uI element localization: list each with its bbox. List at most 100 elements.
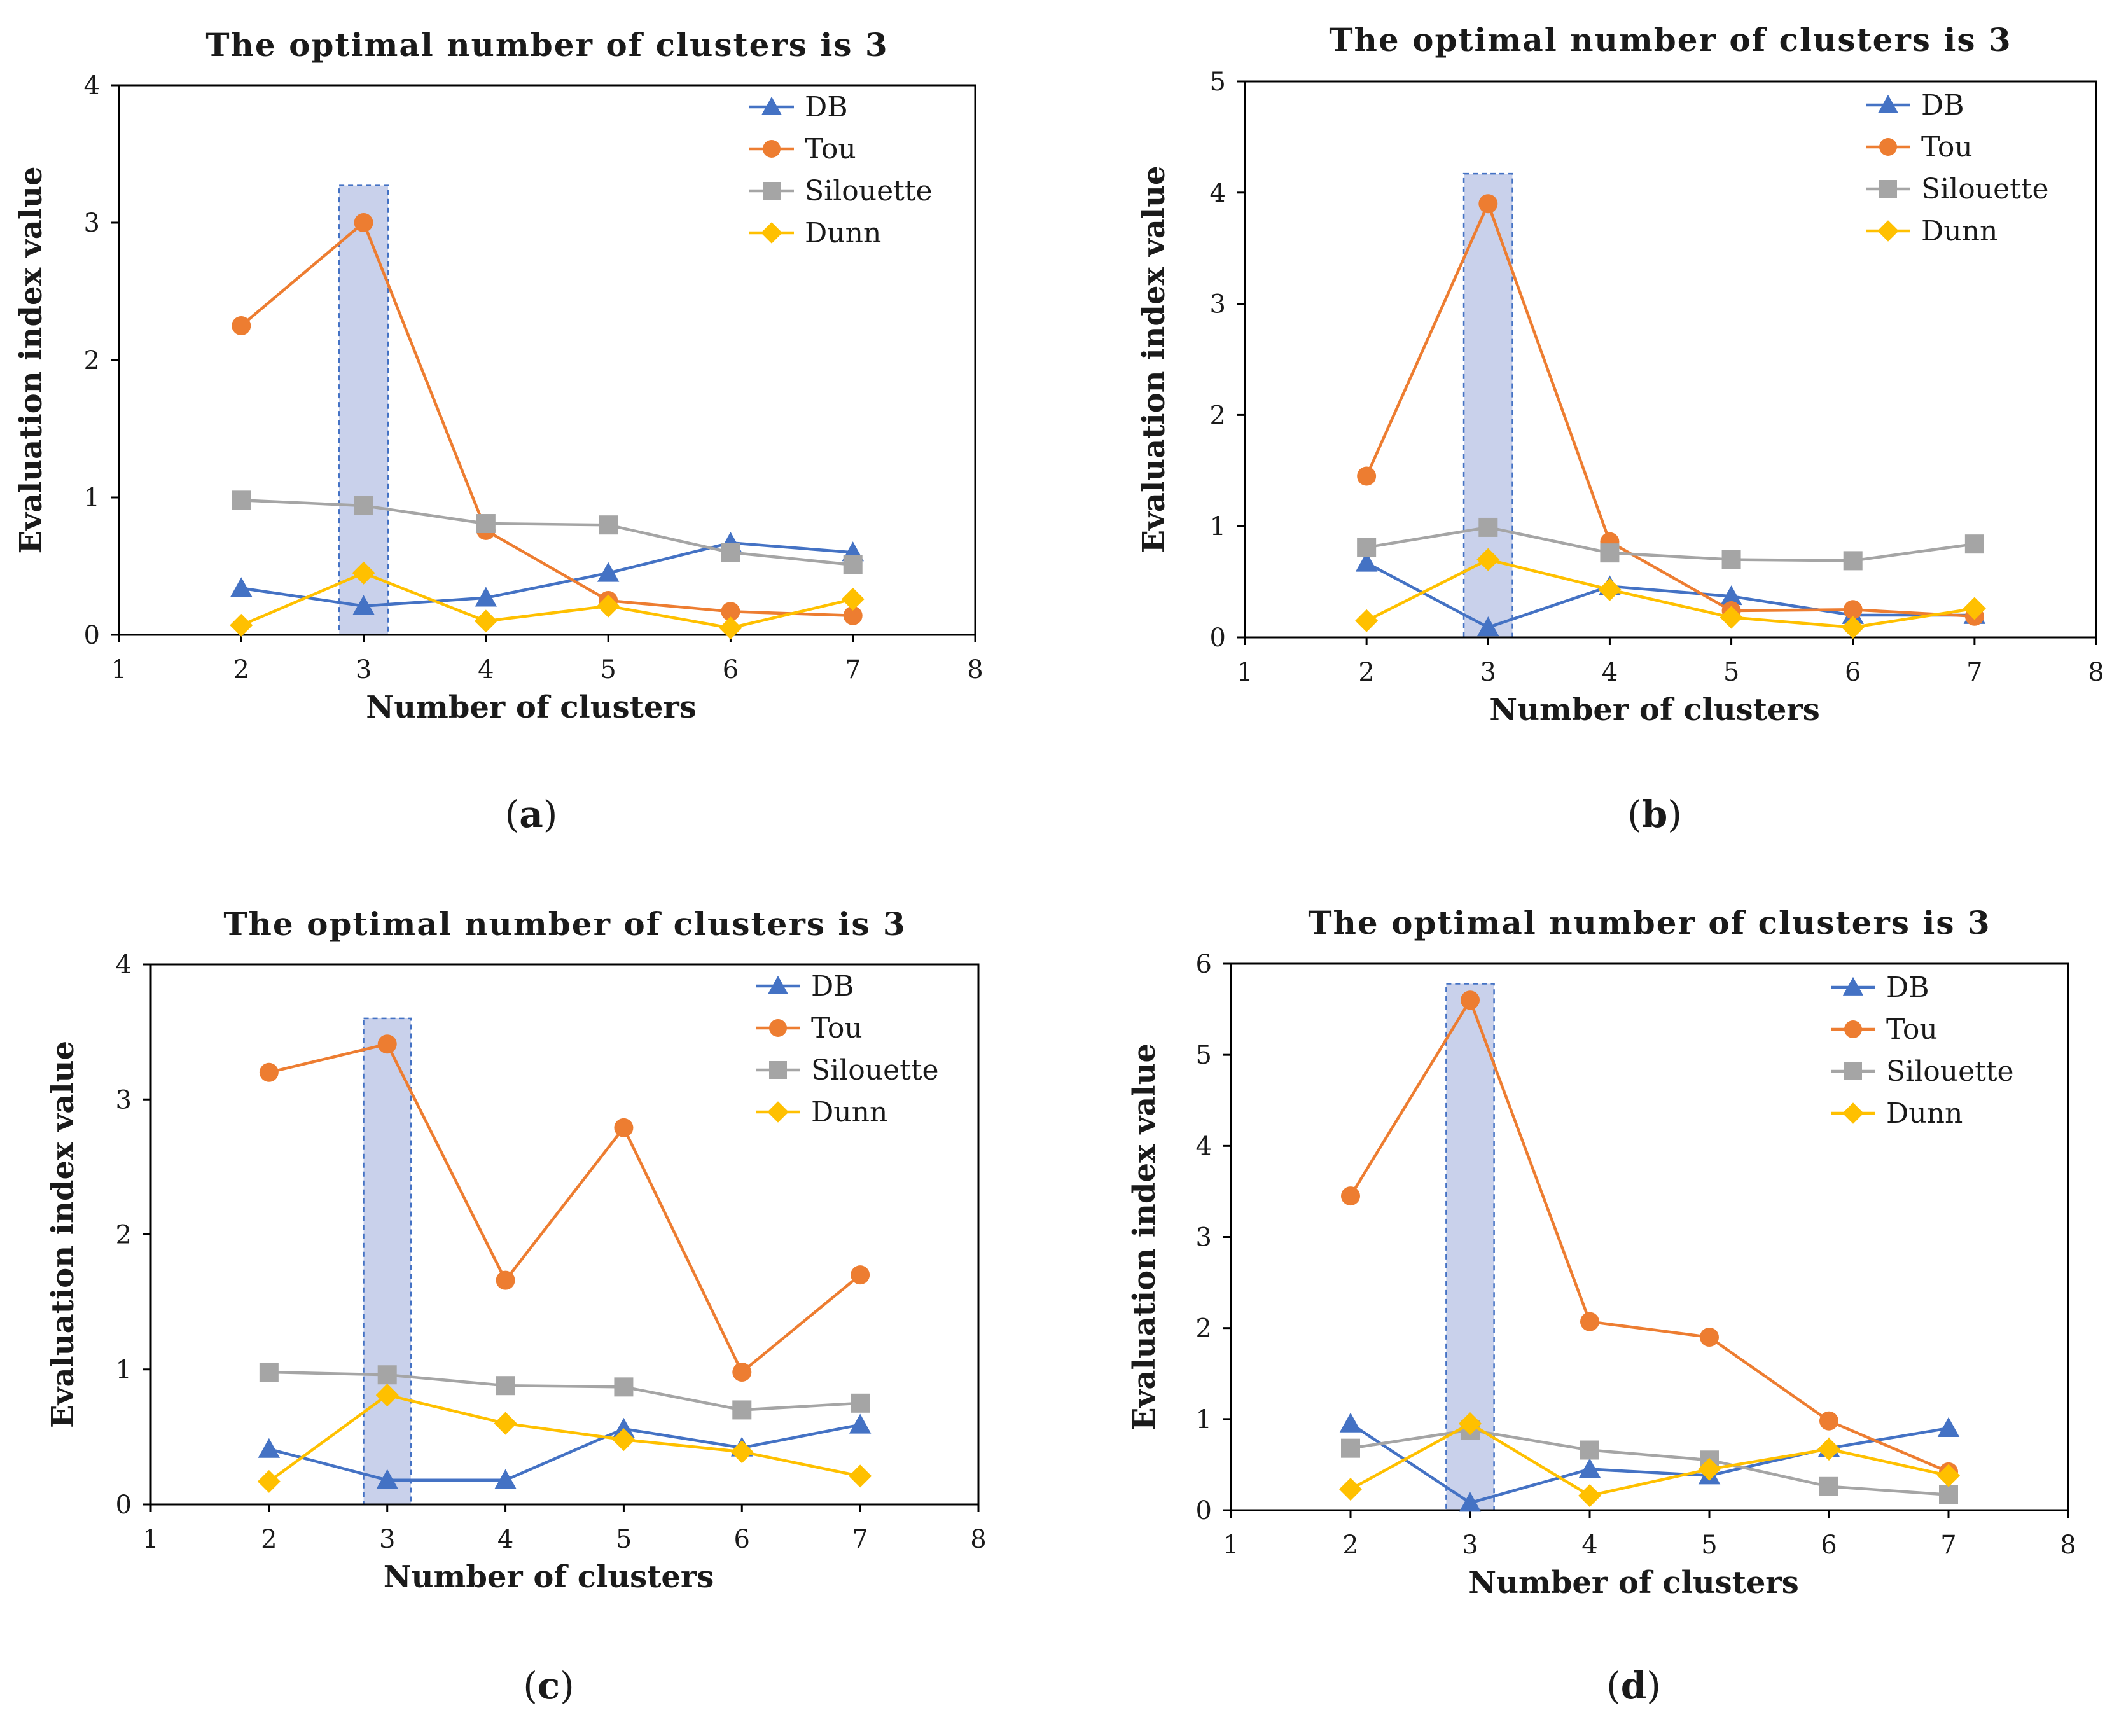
series-line (1366, 525, 1975, 562)
y-tick-label: 3 (84, 209, 100, 238)
legend-label: Silouette (805, 175, 933, 207)
series-db (258, 1413, 872, 1489)
data-point (1580, 1440, 1599, 1460)
x-tick-label: 4 (1602, 658, 1618, 687)
x-axis-label: Number of clusters (366, 690, 696, 725)
data-point (599, 515, 618, 535)
x-axis-label: Number of clusters (1468, 1565, 1798, 1601)
y-tick-label: 1 (1210, 512, 1226, 541)
legend-marker (1877, 94, 1899, 113)
x-tick-label: 2 (1358, 658, 1374, 687)
legend-marker (1844, 1020, 1862, 1038)
series-db (1355, 552, 1986, 637)
data-point (476, 514, 496, 534)
legend-label: Dunn (1886, 1097, 1963, 1130)
x-tick-label: 8 (970, 1525, 986, 1554)
series-silouette (232, 490, 863, 574)
data-point (1937, 1464, 1960, 1487)
data-point (719, 616, 742, 640)
x-axis-label: Number of clusters (1489, 692, 1819, 728)
y-axis-label: Evaluation index value (1127, 1043, 1162, 1431)
y-tick-label: 0 (1196, 1496, 1212, 1525)
data-point (849, 1464, 872, 1488)
data-point (496, 1270, 515, 1290)
y-tick-label: 1 (116, 1356, 132, 1385)
legend-label: Silouette (1886, 1055, 2014, 1088)
x-tick-label: 1 (1237, 658, 1253, 687)
data-point (1841, 616, 1865, 639)
panel-label: (b) (1627, 793, 1682, 836)
x-tick-label: 4 (1581, 1531, 1597, 1560)
x-tick-label: 7 (845, 655, 861, 684)
data-point (851, 1393, 870, 1413)
panel-letter: a (519, 793, 543, 836)
x-tick-label: 1 (142, 1525, 158, 1554)
y-tick-label: 4 (1210, 179, 1226, 208)
legend: DB Tou Silouette Dunn (749, 91, 933, 249)
data-point (851, 1265, 870, 1285)
x-axis-label: Number of clusters (384, 1559, 714, 1595)
legend-label: DB (805, 91, 848, 123)
x-tick-label: 4 (497, 1525, 513, 1554)
data-point (230, 577, 253, 597)
y-tick-label: 4 (84, 71, 100, 101)
legend-marker (1842, 976, 1864, 996)
data-point (1698, 1457, 1721, 1481)
series-silouette (259, 1362, 870, 1420)
data-point (1578, 1484, 1601, 1508)
legend-marker (1844, 1062, 1862, 1080)
y-tick-label: 2 (116, 1221, 132, 1250)
legend-marker (763, 140, 781, 158)
series-line (240, 571, 854, 630)
x-tick-label: 5 (1723, 658, 1739, 687)
legend-label: Dunn (805, 217, 881, 249)
data-point (354, 496, 373, 515)
series-dunn (1355, 548, 1986, 639)
data-point (1817, 1438, 1840, 1461)
data-point (1341, 1186, 1360, 1206)
data-point (597, 562, 620, 582)
legend-marker (761, 96, 782, 115)
data-point (1355, 552, 1378, 572)
data-point (259, 1062, 279, 1082)
x-tick-label: 5 (1701, 1531, 1717, 1560)
legend-label: DB (811, 970, 854, 1003)
panel-label: (d) (1606, 1664, 1661, 1707)
series-dunn (257, 1384, 872, 1493)
series-line (1366, 558, 1975, 629)
data-point (1939, 1485, 1958, 1504)
data-point (1476, 548, 1500, 571)
series-dunn (1339, 1412, 1960, 1508)
x-tick-label: 8 (2060, 1531, 2076, 1560)
data-point (257, 1469, 281, 1493)
data-point (259, 1362, 279, 1382)
legend-label: Tou (1886, 1013, 1938, 1046)
y-tick-label: 6 (1196, 950, 1212, 979)
data-point (1700, 1327, 1719, 1347)
legend-label: Dunn (811, 1096, 887, 1128)
data-point (1721, 550, 1741, 569)
x-tick-label: 5 (600, 655, 616, 684)
series-db (230, 532, 864, 615)
y-tick-label: 3 (1196, 1223, 1212, 1253)
y-tick-label: 5 (1196, 1041, 1212, 1070)
data-point (614, 1118, 634, 1137)
x-tick-label: 8 (967, 655, 983, 684)
y-tick-label: 4 (1196, 1132, 1212, 1161)
x-tick-label: 3 (356, 655, 372, 684)
data-point (843, 555, 863, 574)
x-tick-label: 5 (616, 1525, 632, 1554)
data-point (1964, 534, 1984, 554)
series-tou (232, 213, 863, 625)
data-point (843, 606, 863, 625)
legend-label: DB (1921, 89, 1964, 122)
y-tick-label: 1 (1196, 1405, 1212, 1434)
data-point (1478, 194, 1498, 214)
data-point (732, 1362, 752, 1382)
y-tick-label: 2 (1210, 401, 1226, 430)
plot-frame (1244, 80, 2097, 639)
y-axis-label: Evaluation index value (1136, 165, 1172, 553)
chart-title: The optimal number of clusters is 3 (223, 905, 906, 943)
legend-marker (761, 222, 782, 244)
